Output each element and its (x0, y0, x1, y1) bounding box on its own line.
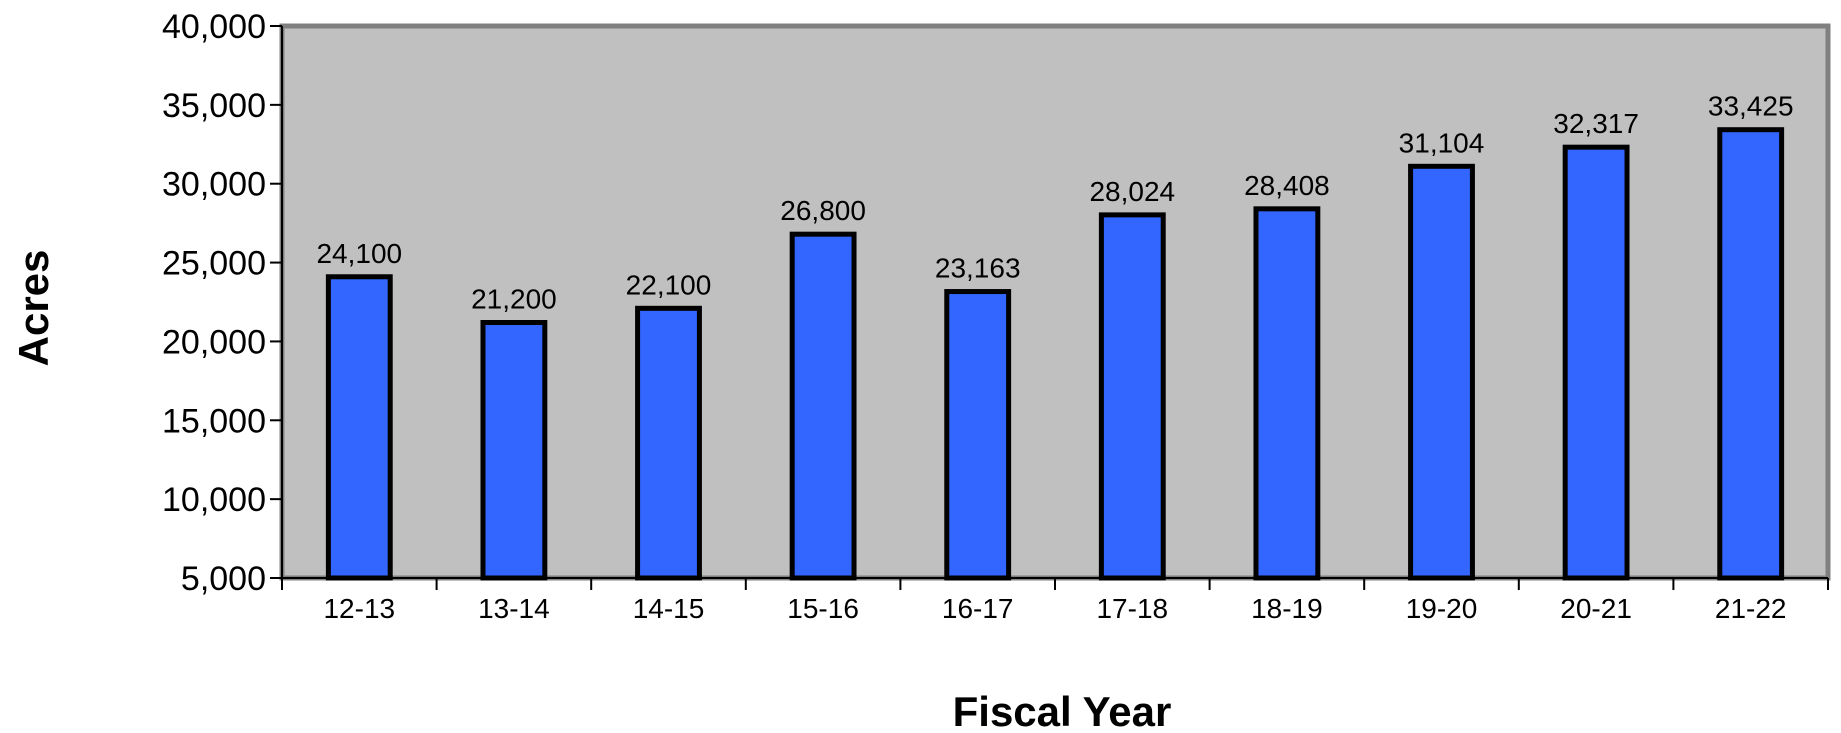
x-tick-label: 12-13 (323, 593, 395, 624)
data-label: 33,425 (1708, 91, 1794, 122)
bar (1408, 163, 1475, 581)
y-tick-label: 10,000 (162, 481, 266, 519)
x-tick-label: 17-18 (1096, 593, 1168, 624)
bar (325, 274, 393, 581)
data-label: 22,100 (626, 269, 712, 300)
bar (480, 320, 548, 581)
bar (1717, 127, 1785, 581)
bar (1098, 212, 1166, 581)
y-tick-label: 40,000 (162, 8, 266, 46)
bar (944, 289, 1012, 581)
y-tick-label: 5,000 (181, 560, 266, 598)
data-label: 24,100 (316, 238, 402, 269)
data-label: 28,024 (1089, 176, 1175, 207)
data-label: 31,104 (1399, 127, 1485, 158)
data-labels: 24,100 21,200 22,100 26,800 23,163 28,024 28,4… (316, 91, 1793, 315)
data-label: 21,200 (471, 284, 557, 315)
x-tick-label: 21-22 (1715, 593, 1787, 624)
x-axis: 12-13 13-14 14-15 15-16 16-17 17-18 18-19 19-20… (281, 577, 1829, 624)
y-tick-label: 30,000 (162, 166, 266, 204)
x-tick-label: 15-16 (787, 593, 859, 624)
bars (325, 127, 1785, 581)
x-tick-label: 18-19 (1251, 593, 1323, 624)
y-axis-title: Acres (10, 250, 57, 367)
bar (1253, 206, 1321, 581)
y-axis: 5,000 10,000 15,000 20,000 25,000 30,000 35,00… (162, 8, 283, 598)
data-label: 23,163 (935, 253, 1021, 284)
x-tick-label: 14-15 (633, 593, 705, 624)
x-axis-title: Fiscal Year (953, 688, 1172, 733)
x-tick-label: 20-21 (1560, 593, 1632, 624)
x-tick-label: 16-17 (942, 593, 1014, 624)
data-label: 32,317 (1553, 108, 1639, 139)
x-tick-label: 13-14 (478, 593, 550, 624)
y-tick-label: 20,000 (162, 323, 266, 361)
data-label: 28,408 (1244, 170, 1330, 201)
y-tick-label: 15,000 (162, 402, 266, 440)
bar (1562, 144, 1630, 581)
x-tick-label: 19-20 (1406, 593, 1478, 624)
data-label: 26,800 (780, 195, 866, 226)
bar (789, 231, 857, 581)
y-tick-label: 25,000 (162, 245, 266, 283)
y-tick-label: 35,000 (162, 87, 266, 125)
bar (635, 305, 702, 581)
